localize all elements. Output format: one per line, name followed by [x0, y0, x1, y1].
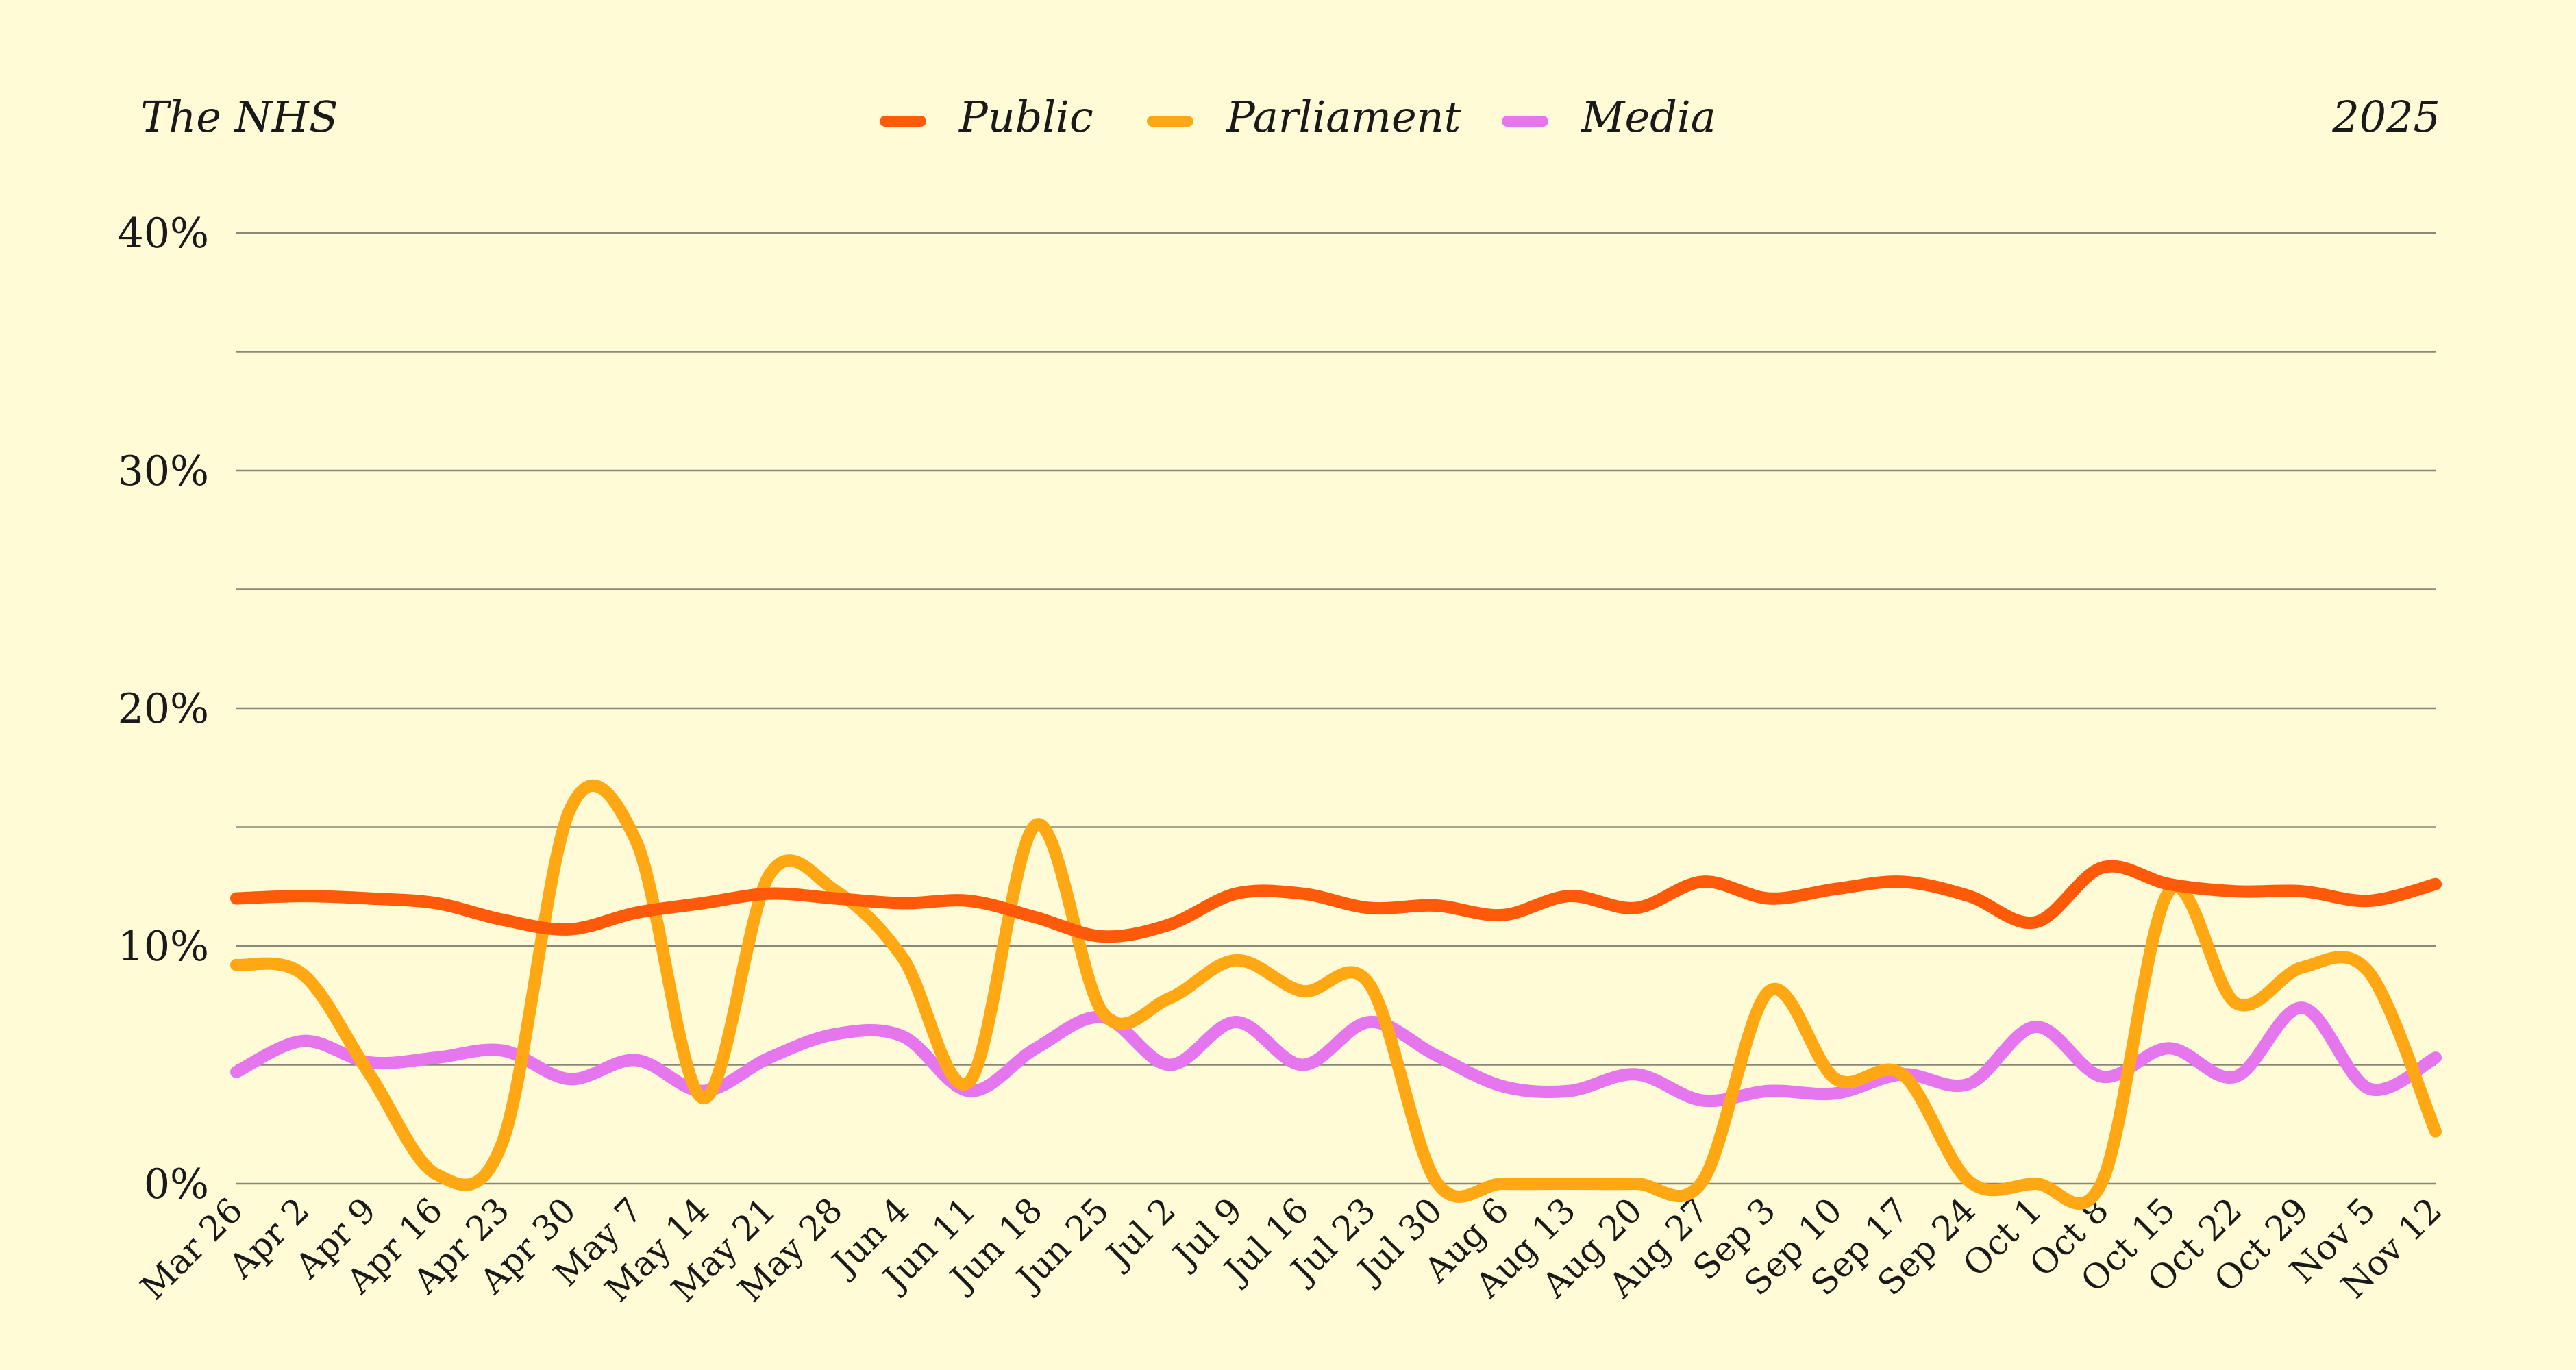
- y-tick-label: 30%: [118, 447, 209, 495]
- chart-year: 2025: [2331, 92, 2440, 142]
- legend: Public Parliament Media: [880, 92, 1716, 142]
- series-lines: [230, 779, 2442, 1210]
- y-tick-label: 40%: [118, 210, 209, 258]
- series-line-parliament: [230, 779, 2442, 1210]
- legend-label-parliament: Parliament: [1226, 92, 1461, 142]
- legend-label-media: Media: [1581, 92, 1716, 142]
- y-axis: 0% 10% 20% 30% 40%: [118, 210, 209, 1208]
- x-tick-label: Jul 2: [1097, 1190, 1184, 1277]
- chart-title: The NHS: [140, 92, 338, 142]
- y-tick-label: 20%: [118, 685, 209, 733]
- y-tick-label: 0%: [144, 1160, 209, 1208]
- y-tick-label: 10%: [118, 923, 209, 971]
- series-line-media: [230, 1001, 2442, 1108]
- series-line-public: [230, 860, 2442, 943]
- legend-label-public: Public: [958, 92, 1093, 142]
- grid: [236, 232, 2436, 1185]
